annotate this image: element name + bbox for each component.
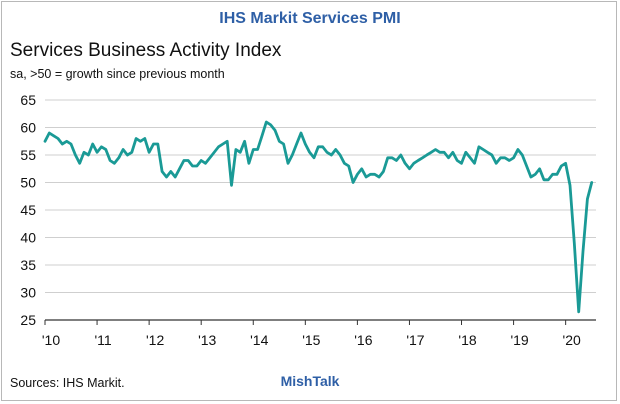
y-tick-label-40: 40 — [20, 230, 36, 246]
y-tick-label-60: 60 — [20, 120, 36, 136]
tick-labels: 25 30 35 40 45 50 55 60 65 '10 '11 '12 '13 '14 '15 '16 '… — [20, 92, 581, 348]
x-tick-label-2019: '19 — [510, 332, 528, 348]
y-tick-label-35: 35 — [20, 257, 36, 273]
series-line-1 — [43, 120, 594, 314]
y-tick-label-30: 30 — [20, 285, 36, 301]
x-tick-label-2014: '14 — [250, 332, 268, 348]
watermark: MishTalk — [281, 373, 340, 389]
y-tick-label-25: 25 — [20, 312, 36, 328]
y-tick-label-65: 65 — [20, 92, 36, 108]
x-tick-label-2011: '11 — [94, 332, 111, 348]
x-tick-label-2020: '20 — [563, 332, 581, 348]
chart-title: Services Business Activity Index — [10, 40, 282, 61]
y-tick-label-45: 45 — [20, 202, 36, 218]
chart-subtitle: sa, >50 = growth since previous month — [10, 67, 225, 81]
x-tick-label-2015: '15 — [302, 332, 320, 348]
x-tick-label-2012: '12 — [146, 332, 164, 348]
x-tick-label-2018: '18 — [458, 332, 476, 348]
page-title: IHS Markit Services PMI — [219, 10, 400, 27]
source-note: Sources: IHS Markit. — [10, 376, 125, 390]
x-tick-label-2017: '17 — [406, 332, 424, 348]
gridlines — [45, 99, 596, 293]
x-tick-label-2010: '10 — [42, 332, 60, 348]
y-tick-label-50: 50 — [20, 175, 36, 191]
data-series — [43, 120, 594, 314]
x-tick-label-2016: '16 — [354, 332, 372, 348]
axes — [44, 319, 596, 325]
y-tick-label-55: 55 — [20, 147, 36, 163]
x-tick-label-2013: '13 — [198, 332, 216, 348]
